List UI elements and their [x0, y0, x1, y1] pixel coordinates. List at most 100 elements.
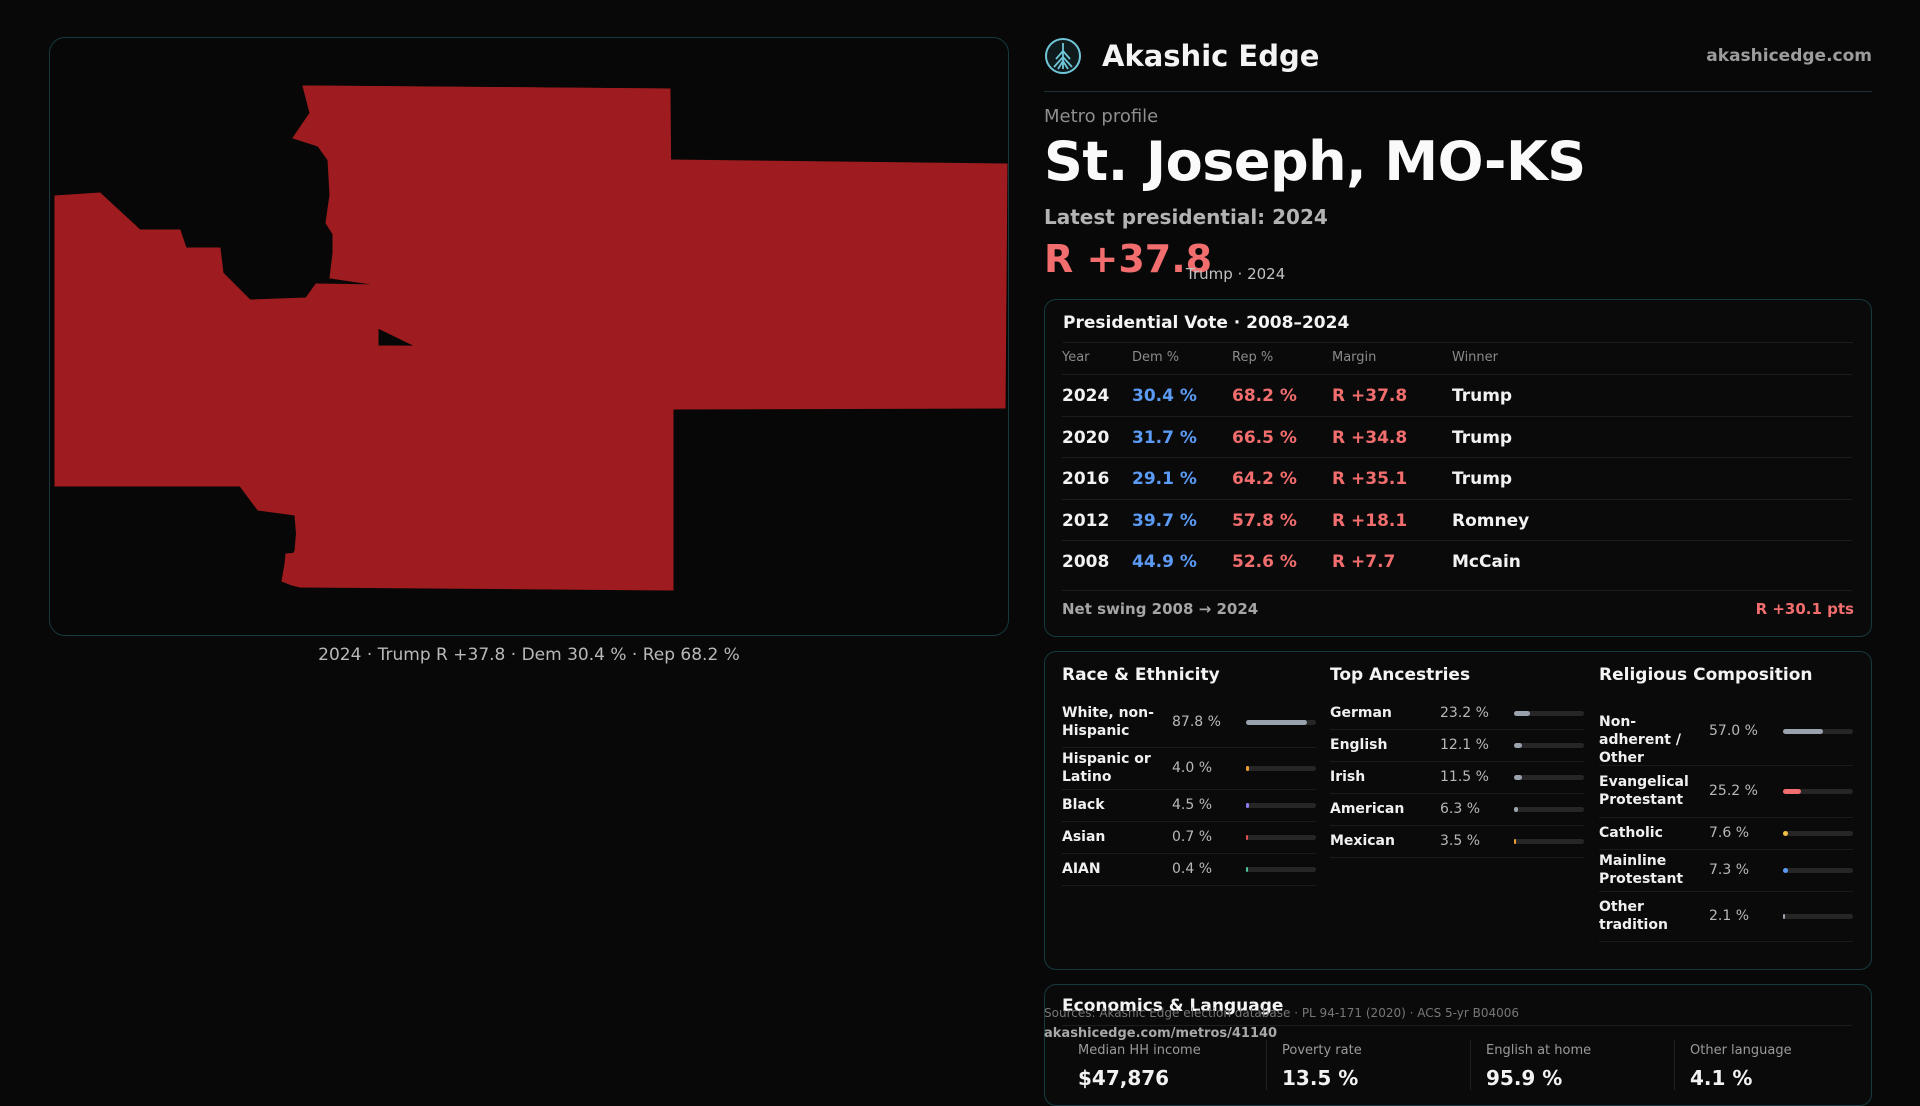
ancestry-bar-fill [1514, 775, 1523, 780]
race-label: White, non-Hispanic [1062, 705, 1154, 739]
race-value: 0.4 % [1172, 860, 1213, 877]
ancestry-bar-track [1514, 775, 1584, 780]
vote-dem-cell: 31.7 % [1132, 427, 1197, 448]
religion-bar-fill [1783, 729, 1823, 734]
race-row: Hispanic or Latino 4.0 % [1062, 747, 1316, 790]
vote-rep-cell: 68.2 % [1232, 386, 1297, 406]
brand-name: Akashic Edge [1102, 39, 1320, 73]
ancestry-value: 23.2 % [1440, 704, 1489, 721]
metro-url-link[interactable]: akashicedge.com/metros/41140 [1044, 1026, 1278, 1041]
county-shape-east[interactable] [669, 159, 1008, 410]
race-value: 4.5 % [1172, 796, 1213, 813]
religion-row: Catholic 7.6 % [1599, 817, 1853, 850]
metro-map[interactable] [49, 37, 1009, 636]
economics-cell-label: Median HH income [1078, 1043, 1201, 1058]
race-bar-fill [1246, 835, 1248, 840]
religion-bar-track [1783, 789, 1853, 794]
header-divider [1044, 91, 1872, 92]
economics-cell-value: 4.1 % [1690, 1066, 1753, 1090]
brand[interactable]: Akashic Edge [1044, 36, 1319, 76]
race-label: Asian [1062, 829, 1106, 845]
vote-winner-cell: Trump [1452, 427, 1513, 448]
vote-dem-cell: 39.7 % [1132, 510, 1197, 531]
religion-value: 7.6 % [1709, 824, 1750, 841]
religion-bar-fill [1783, 868, 1789, 873]
vote-winner-cell: Trump [1452, 469, 1513, 489]
vote-table-row: 2012 39.7 % 57.8 % R +18.1 Romney [1062, 498, 1852, 541]
ancestry-bar-fill [1514, 711, 1531, 716]
vote-margin-cell: R +7.7 [1332, 552, 1396, 572]
race-row: Black 4.5 % [1062, 789, 1316, 822]
ancestry-label: Mexican [1330, 833, 1395, 849]
ancestry-row: German 23.2 % [1330, 697, 1584, 730]
vote-margin-cell: R +34.8 [1332, 427, 1408, 448]
economics-cell-label: English at home [1486, 1043, 1592, 1058]
ancestry-label: Irish [1330, 769, 1366, 785]
ancestry-bar-track [1514, 839, 1584, 844]
race-value: 87.8 % [1172, 713, 1221, 730]
col-winner-header: Winner [1452, 350, 1499, 365]
religion-value: 57.0 % [1709, 722, 1758, 739]
ancestry-row: American 6.3 % [1330, 793, 1584, 826]
vote-year-cell: 2016 [1062, 469, 1110, 489]
ancestry-value: 11.5 % [1440, 768, 1489, 785]
race-value: 0.7 % [1172, 828, 1213, 845]
ancestry-label: German [1330, 705, 1392, 721]
race-bar-fill [1246, 720, 1308, 725]
vote-rep-cell: 66.5 % [1232, 427, 1297, 448]
brand-url-link[interactable]: akashicedge.com [1706, 46, 1872, 66]
latest-margin-sub: Trump · 2024 [1186, 265, 1286, 283]
religion-title: Religious Composition [1599, 665, 1813, 685]
vote-table-row: 2024 30.4 % 68.2 % R +37.8 Trump [1062, 374, 1852, 416]
race-bar-track [1246, 720, 1316, 725]
vote-margin-cell: R +37.8 [1332, 386, 1408, 406]
ancestry-row: Mexican 3.5 % [1330, 825, 1584, 858]
col-rep-header: Rep % [1232, 350, 1274, 365]
vote-margin-cell: R +35.1 [1332, 469, 1408, 489]
economics-cell-value: 95.9 % [1486, 1066, 1563, 1090]
race-row: Asian 0.7 % [1062, 821, 1316, 854]
race-bar-track [1246, 867, 1316, 872]
race-row: AIAN 0.4 % [1062, 853, 1316, 886]
vote-title-divider [1063, 342, 1853, 343]
ancestry-bar-fill [1514, 743, 1523, 748]
vote-winner-cell: Trump [1452, 386, 1513, 406]
ancestry-label: American [1330, 801, 1405, 817]
religion-bar-track [1783, 868, 1853, 873]
religion-row: Evangelical Protestant 25.2 % [1599, 765, 1853, 818]
ancestry-row: English 12.1 % [1330, 729, 1584, 762]
religion-bar-fill [1783, 789, 1801, 794]
economics-cell-divider [1266, 1040, 1267, 1090]
vote-table-row: 2008 44.9 % 52.6 % R +7.7 McCain [1062, 540, 1852, 582]
race-bar-track [1246, 766, 1316, 771]
vote-year-cell: 2012 [1062, 510, 1110, 531]
economics-cell-label: Other language [1690, 1043, 1792, 1058]
religion-bar-track [1783, 729, 1853, 734]
religion-label: Non-adherent / Other [1599, 714, 1681, 766]
religion-value: 7.3 % [1709, 861, 1750, 878]
county-map-svg [54, 85, 1008, 591]
swing-divider [1062, 590, 1852, 591]
religion-label: Catholic [1599, 825, 1663, 841]
map-caption: 2024 · Trump R +37.8 · Dem 30.4 % · Rep … [318, 645, 740, 665]
vote-winner-cell: Romney [1452, 510, 1530, 531]
race-row: White, non-Hispanic 87.8 % [1062, 697, 1316, 748]
religion-value: 25.2 % [1709, 782, 1758, 799]
economics-cell-value: $47,876 [1078, 1066, 1170, 1090]
religion-value: 2.1 % [1709, 907, 1750, 924]
latest-election-label: Latest presidential: 2024 [1044, 205, 1328, 229]
religion-bar-fill [1783, 831, 1789, 836]
ancestry-value: 6.3 % [1440, 800, 1481, 817]
race-title: Race & Ethnicity [1062, 665, 1220, 685]
religion-label: Other tradition [1599, 899, 1668, 933]
ancestry-bar-track [1514, 807, 1584, 812]
presidential-vote-panel: Presidential Vote · 2008–2024 [1044, 299, 1872, 637]
ancestry-label: English [1330, 737, 1388, 753]
vote-rep-cell: 52.6 % [1232, 552, 1297, 572]
county-shape-south[interactable] [281, 345, 674, 591]
page-title: St. Joseph, MO-KS [1044, 130, 1586, 193]
economics-cell-label: Poverty rate [1282, 1043, 1362, 1058]
race-bar-track [1246, 835, 1316, 840]
ancestry-value: 12.1 % [1440, 736, 1489, 753]
page-eyebrow: Metro profile [1044, 106, 1159, 127]
